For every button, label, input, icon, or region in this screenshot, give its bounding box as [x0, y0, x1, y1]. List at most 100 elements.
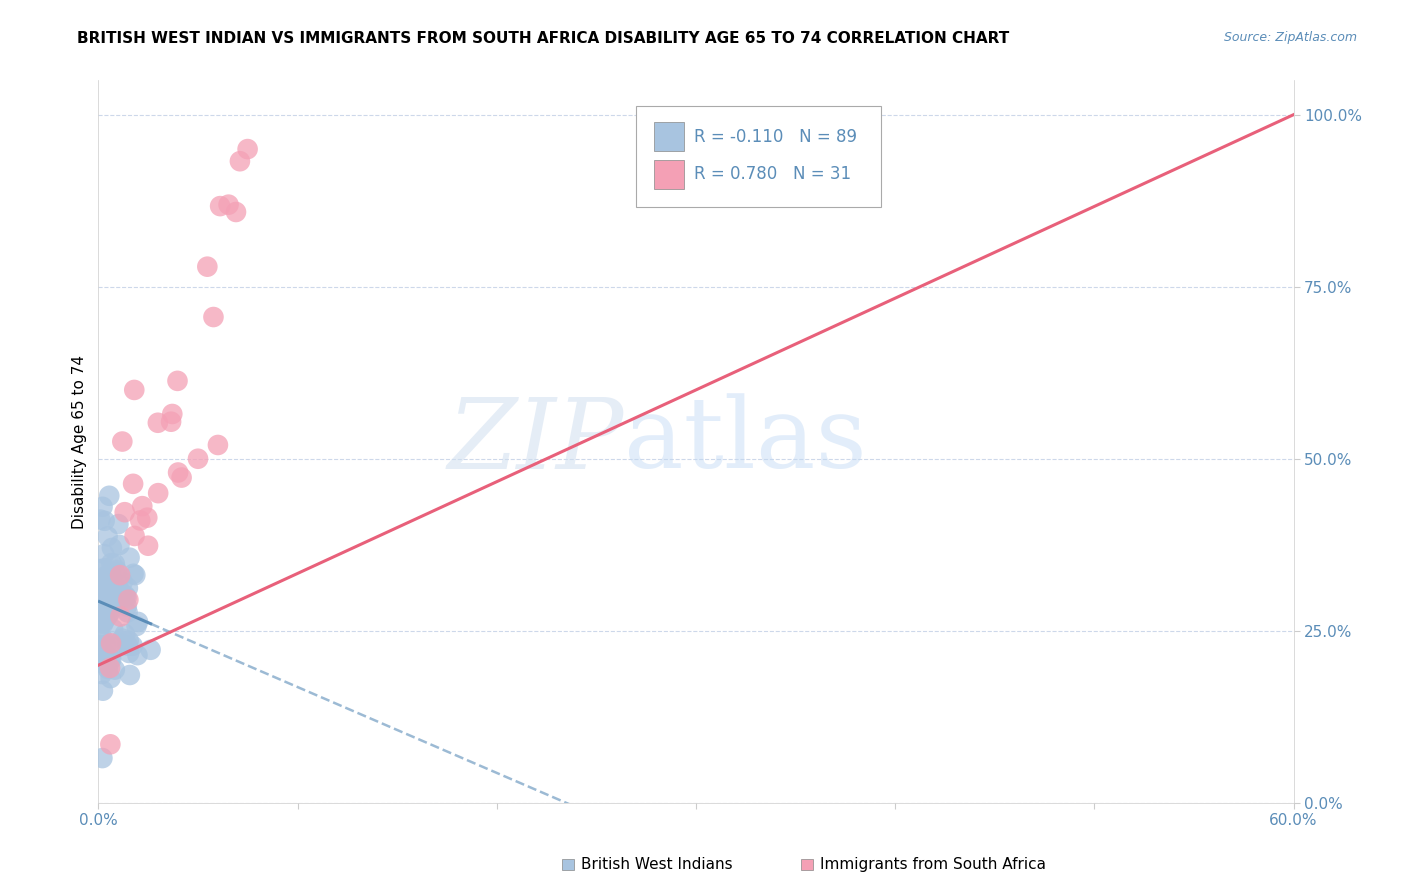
Point [101, 541, 124, 555]
Point [118, 646, 141, 660]
Point [117, 581, 139, 595]
Point [93, 547, 115, 561]
Point [90, 667, 112, 681]
Point [98, 599, 121, 613]
Point [111, 632, 134, 646]
Point [97, 609, 120, 624]
Text: Source: ZipAtlas.com: Source: ZipAtlas.com [1223, 31, 1357, 45]
Point [98, 606, 121, 620]
Point [100, 671, 122, 685]
Point [89, 629, 111, 643]
Text: atlas: atlas [624, 393, 868, 490]
Point [136, 510, 159, 524]
Point [107, 517, 129, 532]
Point [91, 751, 114, 765]
Point [127, 648, 149, 662]
Point [97, 586, 120, 600]
Point [111, 575, 134, 590]
Point [218, 197, 240, 211]
Point [94, 577, 117, 591]
Point [90, 594, 112, 608]
Point [103, 586, 125, 600]
Point [94, 569, 117, 583]
Point [122, 476, 145, 491]
Point [160, 415, 183, 429]
Point [114, 505, 136, 519]
Text: ZIP: ZIP [449, 394, 624, 489]
Point [93, 653, 115, 667]
Point [110, 609, 132, 624]
Point [114, 589, 136, 603]
Point [225, 205, 247, 219]
Point [110, 588, 132, 602]
Point [107, 582, 129, 597]
Point [89, 512, 111, 526]
Point [115, 591, 138, 605]
Point [236, 142, 259, 156]
Point [195, 260, 218, 274]
Point [100, 651, 122, 665]
Point [89, 599, 111, 613]
Bar [654, 160, 685, 189]
Point [108, 592, 131, 607]
Point [104, 590, 127, 604]
Point [97, 587, 120, 601]
Point [89, 562, 111, 576]
Point [91, 616, 114, 631]
Point [104, 663, 127, 677]
Point [100, 636, 122, 650]
Point [209, 199, 232, 213]
Point [91, 683, 114, 698]
Point [97, 602, 120, 616]
Point [229, 154, 252, 169]
Point [91, 632, 114, 646]
Point [121, 639, 143, 653]
Point [117, 639, 139, 653]
Point [129, 513, 152, 527]
Point [111, 434, 134, 449]
Point [136, 539, 159, 553]
Point [98, 489, 121, 503]
Point [94, 657, 117, 672]
Point [94, 588, 117, 602]
Point [94, 613, 117, 627]
Point [97, 585, 120, 599]
Point [98, 737, 122, 751]
Text: BRITISH WEST INDIAN VS IMMIGRANTS FROM SOUTH AFRICA DISABILITY AGE 65 TO 74 CORR: BRITISH WEST INDIAN VS IMMIGRANTS FROM S… [77, 31, 1010, 46]
Point [117, 592, 139, 607]
Point [108, 568, 131, 582]
Point [105, 592, 128, 607]
Point [124, 568, 146, 582]
Point [139, 642, 162, 657]
Point [146, 416, 169, 430]
Point [97, 529, 120, 543]
Point [202, 310, 225, 324]
Point [100, 652, 122, 666]
Point [118, 550, 141, 565]
Point [187, 451, 209, 466]
Point [90, 606, 112, 620]
Point [105, 563, 128, 577]
Point [89, 638, 111, 652]
Point [117, 606, 139, 620]
Point [94, 653, 117, 667]
Point [170, 470, 193, 484]
Point [91, 593, 114, 607]
Point [98, 661, 121, 675]
Point [94, 598, 117, 612]
Point [131, 499, 153, 513]
Point [124, 529, 146, 543]
Point [124, 383, 146, 397]
Point [122, 566, 145, 581]
Point [167, 466, 190, 480]
Point [103, 584, 125, 599]
Point [118, 633, 141, 648]
Point [166, 374, 188, 388]
Text: British West Indians: British West Indians [581, 857, 733, 871]
Point [100, 556, 122, 570]
Point [90, 593, 112, 607]
Point [125, 619, 148, 633]
Point [115, 599, 138, 614]
Point [91, 615, 114, 630]
Point [94, 638, 117, 652]
